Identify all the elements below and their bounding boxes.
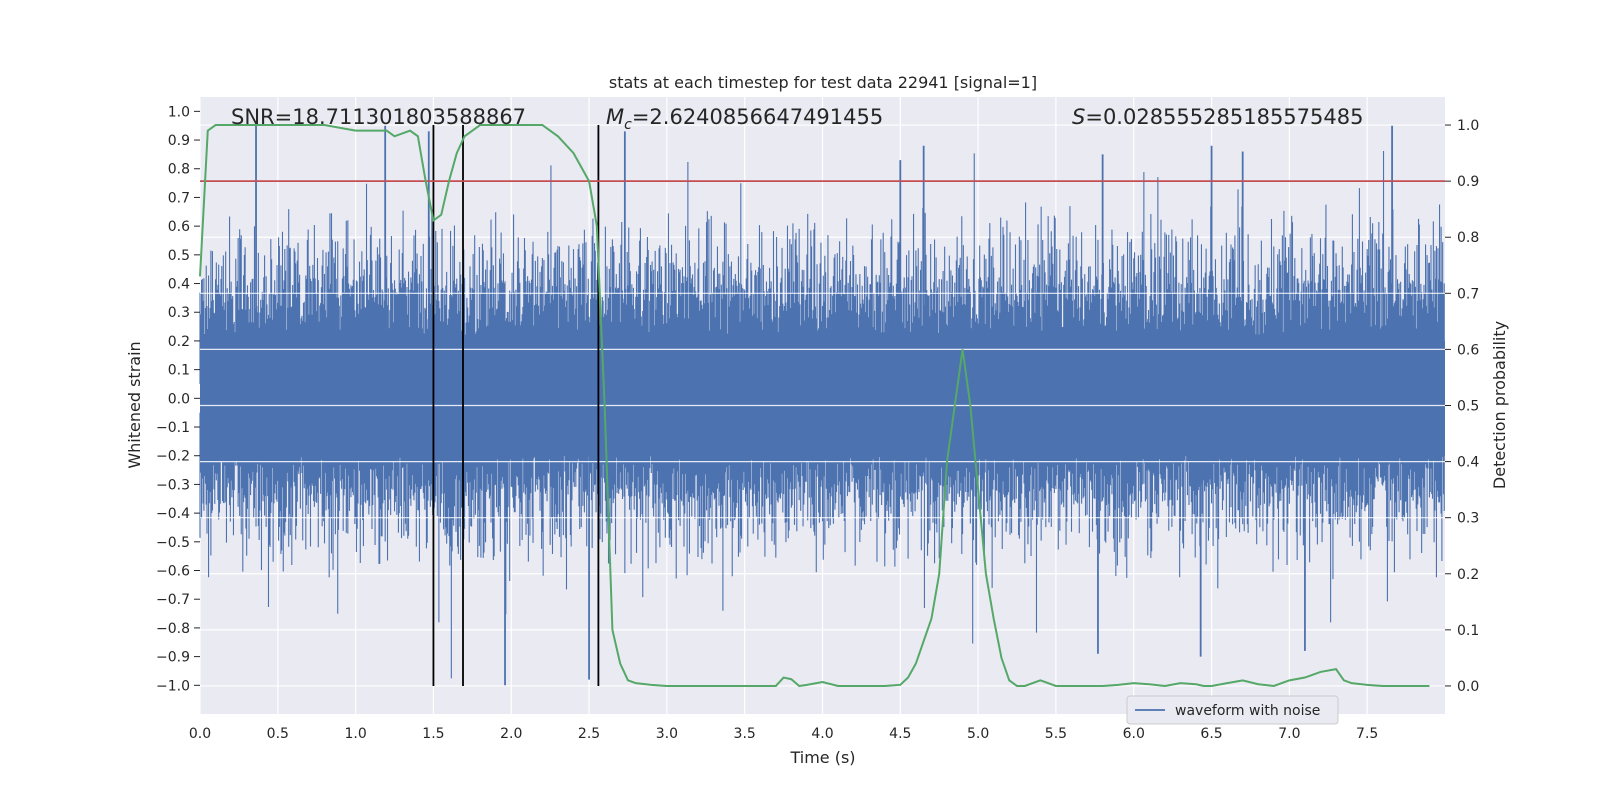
x-tick-label: 5.5 (1045, 726, 1067, 742)
chirp-mass-annotation: Mc=2.6240856647491455 (606, 105, 883, 133)
right-tick-label: 0.2 (1457, 567, 1479, 583)
x-axis-ticks: 0.0 0.5 1.0 1.5 2.0 2.5 3.0 3.5 4.0 4.5 5.0 5.5 6.0 6… (189, 726, 1378, 742)
x-tick-label: 2.5 (578, 726, 600, 742)
legend: waveform with noise (1126, 695, 1339, 725)
right-tick-label: 0.5 (1457, 399, 1479, 415)
probability-line (199, 124, 1430, 688)
right-tick-label: 0.4 (1457, 455, 1479, 471)
chart-title: stats at each timestep for test data 229… (609, 73, 1037, 92)
left-tick-label: −0.4 (156, 506, 190, 522)
x-tick-label: 7.5 (1356, 726, 1378, 742)
right-tick-label: 0.7 (1457, 286, 1479, 302)
x-tick-label: 3.5 (734, 726, 756, 742)
left-tick-label: 0.6 (168, 219, 190, 235)
right-tick-label: 0.3 (1457, 511, 1479, 527)
x-tick-label: 0.0 (189, 726, 211, 742)
x-tick-label: 4.5 (889, 726, 911, 742)
x-tick-label: 4.0 (811, 726, 833, 742)
left-tick-label: 0.8 (168, 162, 190, 178)
x-tick-label: 6.0 (1123, 726, 1145, 742)
left-tick-label: 0.7 (168, 190, 190, 206)
right-tick-label: 0.8 (1457, 230, 1479, 246)
x-axis-label: Time (s) (789, 748, 855, 767)
right-tick-label: 0.1 (1457, 623, 1479, 639)
legend-box (1126, 695, 1339, 725)
right-tick-label: 0.9 (1457, 174, 1479, 190)
left-tick-label: −0.3 (156, 477, 190, 493)
left-tick-label: 0.1 (168, 363, 190, 379)
x-tick-label: 1.5 (422, 726, 444, 742)
s-annotation: S=0.028555285185575485 (1072, 105, 1363, 129)
left-tick-label: 0.5 (168, 248, 190, 264)
right-tick-label: 0.6 (1457, 342, 1479, 358)
waveform-upper (199, 150, 1445, 384)
left-tick-label: −0.1 (156, 420, 190, 436)
x-tick-label: 6.5 (1200, 726, 1222, 742)
x-tick-label: 5.0 (967, 726, 989, 742)
waveform-series (199, 125, 1445, 686)
left-tick-label: 0.2 (168, 334, 190, 350)
legend-label: waveform with noise (1175, 703, 1320, 719)
left-tick-label: −0.7 (156, 592, 190, 608)
left-tick-label: −0.8 (156, 621, 190, 637)
left-tick-label: 0.4 (168, 277, 190, 293)
waveform-lower (199, 412, 1445, 679)
right-tick-label: 1.0 (1457, 118, 1479, 134)
x-tick-label: 2.0 (500, 726, 522, 742)
left-tick-label: −1.0 (156, 678, 190, 694)
x-tick-label: 3.0 (656, 726, 678, 742)
right-axis-label: Detection probability (1490, 321, 1509, 489)
x-tick-label: 0.5 (267, 726, 289, 742)
left-tick-label: 0.9 (168, 133, 190, 149)
left-axis-label: Whitened strain (125, 341, 144, 468)
left-tick-label: −0.2 (156, 449, 190, 465)
left-tick-label: −0.5 (156, 535, 190, 551)
x-tick-label: 1.0 (344, 726, 366, 742)
x-tick-label: 7.0 (1278, 726, 1300, 742)
left-tick-label: −0.9 (156, 650, 190, 666)
left-tick-label: 0.3 (168, 305, 190, 321)
left-axis-ticks: 1.0 0.9 0.8 0.7 0.6 0.5 0.4 0.3 0.2 0.1 0.0 −0.1 −0.… (156, 104, 200, 694)
right-tick-label: 0.0 (1457, 679, 1479, 695)
probability-series (199, 124, 1430, 688)
right-axis-ticks: 1.0 0.9 0.8 0.7 0.6 0.5 0.4 0.3 0.2 0.1 0.0 (1445, 118, 1479, 695)
left-tick-label: 0.0 (168, 391, 190, 407)
left-tick-label: 1.0 (168, 104, 190, 120)
snr-annotation: SNR=18.711301803588867 (231, 105, 526, 129)
left-tick-label: −0.6 (156, 564, 190, 580)
